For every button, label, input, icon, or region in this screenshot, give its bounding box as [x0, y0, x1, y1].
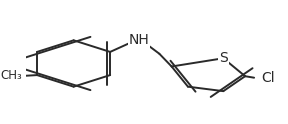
Text: S: S	[219, 51, 228, 65]
Text: Cl: Cl	[262, 71, 275, 85]
Text: NH: NH	[128, 33, 149, 47]
Text: CH₃: CH₃	[0, 69, 22, 82]
